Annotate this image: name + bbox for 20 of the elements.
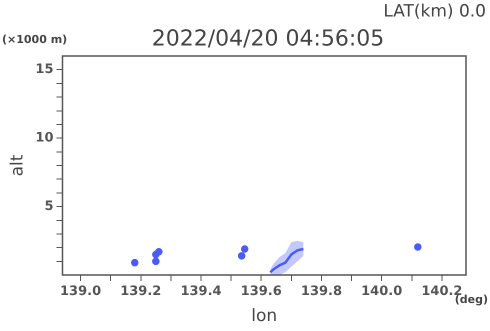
text: (×1000 m) <box>2 32 68 46</box>
x-tick-label: 140.0 <box>361 284 402 300</box>
x-tick-label: 139.6 <box>240 284 282 300</box>
point <box>238 252 246 260</box>
chart-subtitle: LAT(km) 0.0 <box>383 1 486 22</box>
point <box>131 258 139 266</box>
x-tick-label: 139.4 <box>180 284 222 300</box>
point <box>414 243 422 251</box>
point <box>155 248 163 256</box>
x-axis-title: lon <box>251 306 278 326</box>
y-axis-title: alt <box>8 154 28 176</box>
point <box>240 245 248 253</box>
y-tick-label: 15 <box>35 62 54 78</box>
x-tick-label: 139.2 <box>120 284 162 300</box>
x-tick-label: 139.0 <box>60 284 102 300</box>
y-tick-label: 5 <box>44 198 54 214</box>
y-tick-label: 10 <box>35 130 54 146</box>
x-tick-label: 139.8 <box>300 284 342 300</box>
chart-title: 2022/04/20 04:56:05 <box>152 26 384 52</box>
point <box>152 258 160 266</box>
